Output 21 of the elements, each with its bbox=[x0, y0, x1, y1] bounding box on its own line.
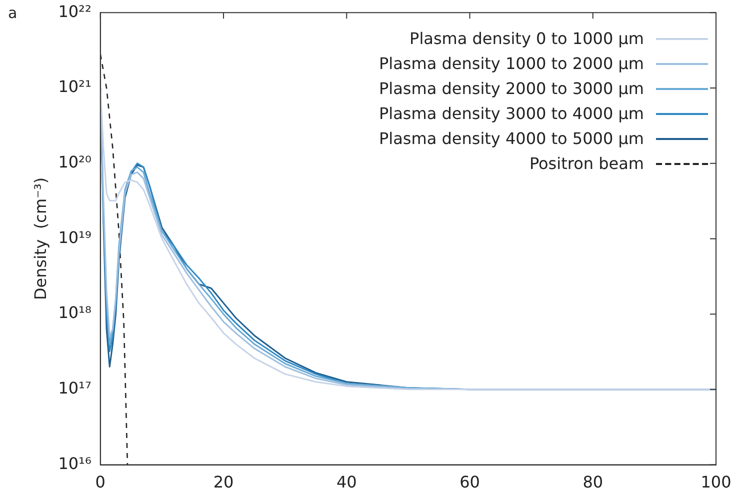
x-tick-label: 60 bbox=[460, 472, 480, 492]
x-tick-label: 80 bbox=[582, 472, 604, 492]
y-tick-label: 10¹⁹ bbox=[58, 228, 92, 247]
legend-label: Plasma density 4000 to 5000 µm bbox=[379, 129, 644, 148]
legend-label: Plasma density 0 to 1000 µm bbox=[410, 29, 644, 48]
legend-label: Positron beam bbox=[529, 154, 644, 173]
y-tick-label: 10¹⁶ bbox=[58, 454, 92, 473]
y-tick-label: 10²⁰ bbox=[58, 152, 92, 172]
y-tick-label: 10²² bbox=[58, 2, 92, 21]
y-tick-label: 10¹⁷ bbox=[58, 378, 92, 398]
legend-label: Plasma density 1000 to 2000 µm bbox=[379, 54, 644, 73]
x-tick-label: 100 bbox=[700, 472, 732, 492]
legend-label: Plasma density 2000 to 3000 µm bbox=[379, 79, 644, 98]
legend-label: Plasma density 3000 to 4000 µm bbox=[379, 104, 644, 123]
x-tick-label: 40 bbox=[336, 472, 357, 492]
x-tick-label: 0 bbox=[95, 472, 106, 492]
y-tick-label: 10¹⁸ bbox=[58, 303, 92, 322]
y-tick-label: 10²¹ bbox=[58, 77, 92, 96]
x-tick-label: 20 bbox=[213, 472, 234, 492]
text: a bbox=[8, 4, 18, 22]
y-axis-title: Density (cm⁻³) bbox=[30, 177, 50, 300]
